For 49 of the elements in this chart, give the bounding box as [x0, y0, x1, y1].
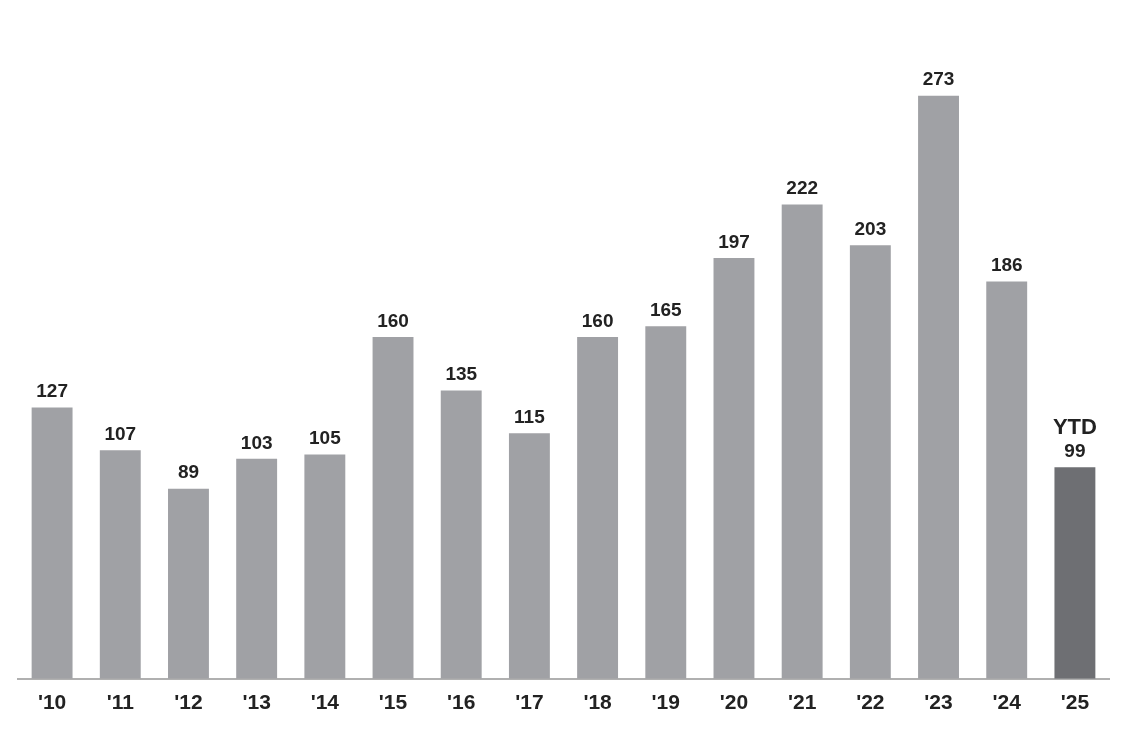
bar	[304, 454, 346, 679]
x-tick-label: '22	[856, 690, 885, 714]
data-label: 273	[922, 68, 955, 90]
x-tick-label: '19	[651, 690, 680, 714]
bar	[577, 337, 619, 679]
bar	[849, 245, 891, 679]
x-tick-label: '24	[992, 690, 1022, 714]
data-label: 197	[718, 230, 750, 252]
x-tick-label: '23	[924, 690, 953, 714]
x-tick-label: '15	[378, 690, 408, 714]
bar	[918, 95, 959, 679]
bar	[986, 281, 1028, 679]
data-label: 99	[1064, 440, 1086, 462]
data-label: 107	[104, 422, 137, 444]
data-label: 203	[854, 217, 887, 239]
x-tick-label: '12	[174, 690, 203, 714]
bar	[1054, 467, 1096, 679]
bar	[440, 390, 482, 679]
bar	[372, 337, 414, 679]
annotation: YTD	[1052, 414, 1097, 440]
x-tick-label: '20	[719, 690, 749, 714]
data-label: 160	[377, 309, 409, 331]
data-label: 222	[786, 177, 819, 199]
x-tick-label: '21	[787, 690, 817, 714]
bar	[508, 433, 550, 679]
bar	[99, 450, 141, 679]
bar	[168, 488, 209, 679]
data-label: 186	[990, 254, 1023, 276]
data-label: 103	[240, 431, 273, 453]
bar	[31, 407, 73, 679]
data-label: 165	[649, 299, 683, 321]
x-tick-label: '13	[242, 690, 271, 714]
x-tick-label: '10	[37, 690, 67, 714]
bar	[781, 204, 823, 679]
bar	[713, 258, 755, 679]
x-tick-label: '17	[515, 690, 544, 714]
x-tick-label: '18	[583, 690, 613, 714]
data-label: 115	[514, 405, 546, 427]
data-label: 89	[177, 461, 200, 483]
x-tick-label: '16	[447, 690, 476, 714]
data-label: 160	[581, 309, 614, 331]
x-tick-label: '25	[1060, 690, 1090, 714]
bar	[645, 326, 687, 679]
data-label: 105	[308, 427, 342, 449]
x-tick-label: '11	[106, 690, 135, 714]
data-label: 127	[36, 380, 68, 402]
bar	[236, 458, 278, 679]
data-label: 135	[445, 363, 478, 385]
x-tick-label: '14	[310, 690, 340, 714]
